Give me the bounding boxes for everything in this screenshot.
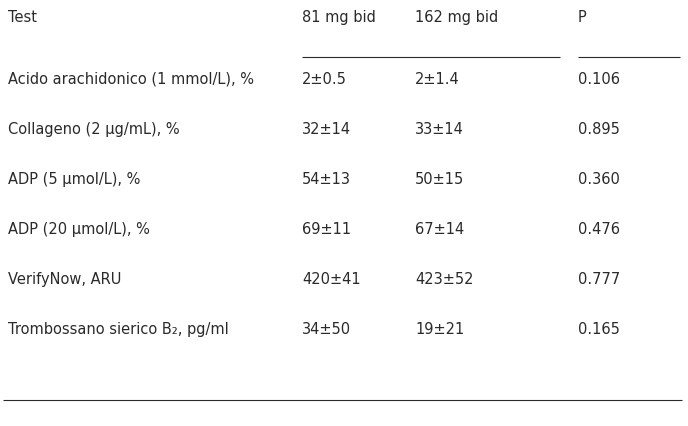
Text: 0.165: 0.165 — [578, 322, 620, 337]
Text: 0.360: 0.360 — [578, 172, 620, 187]
Text: Collageno (2 μg/mL), %: Collageno (2 μg/mL), % — [8, 122, 180, 137]
Text: Test: Test — [8, 10, 37, 25]
Text: 2±0.5: 2±0.5 — [302, 72, 347, 87]
Text: P: P — [578, 10, 587, 25]
Text: 54±13: 54±13 — [302, 172, 351, 187]
Text: 423±52: 423±52 — [415, 272, 473, 287]
Text: 0.476: 0.476 — [578, 222, 620, 237]
Text: 19±21: 19±21 — [415, 322, 464, 337]
Text: 2±1.4: 2±1.4 — [415, 72, 460, 87]
Text: 50±15: 50±15 — [415, 172, 464, 187]
Text: 420±41: 420±41 — [302, 272, 361, 287]
Text: 0.895: 0.895 — [578, 122, 620, 137]
Text: ADP (20 μmol/L), %: ADP (20 μmol/L), % — [8, 222, 150, 237]
Text: Trombossano sierico B₂, pg/ml: Trombossano sierico B₂, pg/ml — [8, 322, 228, 337]
Text: 32±14: 32±14 — [302, 122, 351, 137]
Text: 67±14: 67±14 — [415, 222, 464, 237]
Text: ADP (5 μmol/L), %: ADP (5 μmol/L), % — [8, 172, 140, 187]
Text: 33±14: 33±14 — [415, 122, 464, 137]
Text: 34±50: 34±50 — [302, 322, 351, 337]
Text: Acido arachidonico (1 mmol/L), %: Acido arachidonico (1 mmol/L), % — [8, 72, 254, 87]
Text: 0.106: 0.106 — [578, 72, 620, 87]
Text: 0.777: 0.777 — [578, 272, 621, 287]
Text: 81 mg bid: 81 mg bid — [302, 10, 376, 25]
Text: 69±11: 69±11 — [302, 222, 351, 237]
Text: VerifyNow, ARU: VerifyNow, ARU — [8, 272, 121, 287]
Text: 162 mg bid: 162 mg bid — [415, 10, 498, 25]
